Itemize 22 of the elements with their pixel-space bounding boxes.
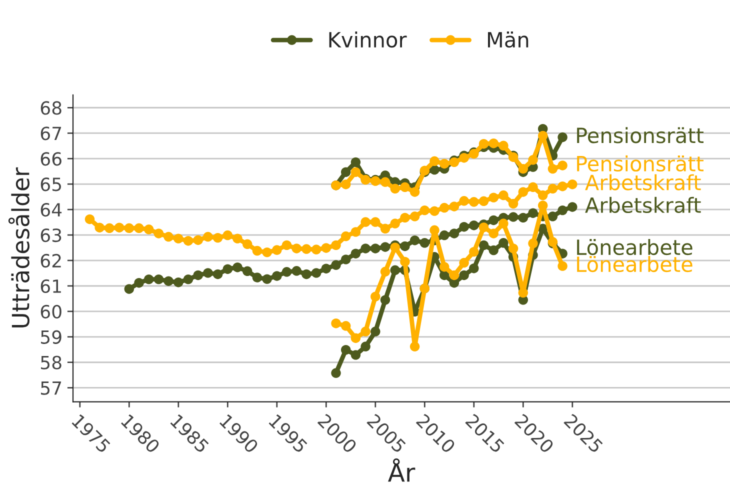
x-axis-title: År xyxy=(388,458,416,482)
y-tick-label: 62 xyxy=(40,254,61,268)
y-tick-label: 59 xyxy=(41,330,62,344)
annotation: Pensionsrätt xyxy=(577,155,704,172)
y-tick-label: 64 xyxy=(40,203,62,217)
y-tick-label: 61 xyxy=(40,279,61,294)
annotation: Arbetskraft xyxy=(585,174,701,190)
annotation: Pensionsrätt xyxy=(577,127,704,144)
y-tick-label: 63 xyxy=(40,228,62,242)
annotation: Lönearbete xyxy=(577,256,692,272)
y-tick-label: 60 xyxy=(40,304,62,319)
y-tick-label: 65 xyxy=(40,178,62,192)
y-tick-label: 66 xyxy=(40,152,62,166)
legend-label: Kvinnor xyxy=(329,32,407,48)
y-tick-label: 67 xyxy=(40,126,62,140)
y-tick-label: 68 xyxy=(40,101,62,115)
y-axis-title: Utträdesålder xyxy=(8,167,30,328)
y-tick-label: 58 xyxy=(41,356,62,370)
y-tick-label: 57 xyxy=(41,381,62,395)
annotation: Lönearbete xyxy=(577,238,692,256)
annotation: Arbetskraft xyxy=(585,196,701,214)
legend-label: Män xyxy=(488,32,528,48)
